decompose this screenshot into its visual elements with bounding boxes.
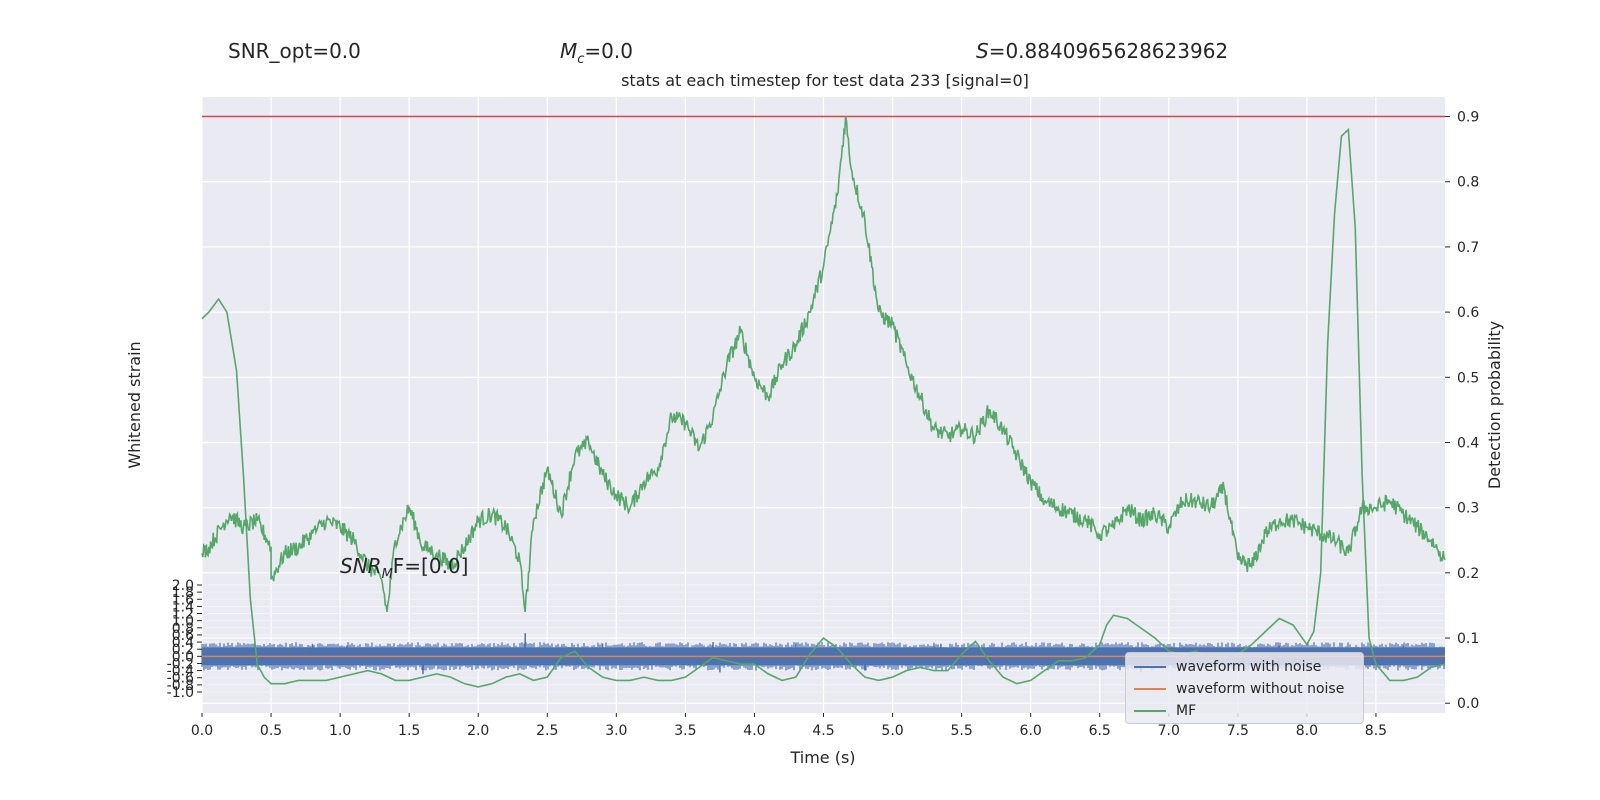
x-tick-label: 3.0 bbox=[605, 723, 627, 739]
strain-y-tick-label: 1.2 bbox=[172, 607, 194, 623]
y-tick-label: 0.6 bbox=[1457, 305, 1479, 321]
snr-mf-annotation: SNRMF=[0.0] bbox=[340, 554, 468, 582]
score-symbol: S bbox=[976, 39, 989, 63]
x-tick-label: 2.0 bbox=[467, 723, 489, 739]
x-tick-label: 3.5 bbox=[674, 723, 696, 739]
legend-swatch-clean bbox=[1134, 688, 1166, 690]
strain-y-tick-label: -0.6 bbox=[167, 671, 194, 687]
strain-y-tick-label: 0.2 bbox=[172, 642, 194, 658]
strain-y-tick-label: 1.0 bbox=[172, 614, 194, 630]
legend-label-clean: waveform without noise bbox=[1176, 681, 1345, 697]
strain-y-tick-label: 0.4 bbox=[172, 635, 194, 651]
legend-label-mf: MF bbox=[1176, 703, 1197, 719]
y-tick-label: 0.7 bbox=[1457, 240, 1479, 256]
legend-swatch-mf bbox=[1134, 710, 1166, 712]
x-tick-label: 1.5 bbox=[398, 723, 420, 739]
x-tick-label: 7.0 bbox=[1158, 723, 1180, 739]
strain-y-tick-label: -0.2 bbox=[167, 656, 194, 672]
y-axis-label-right: Detection probability bbox=[1485, 321, 1504, 489]
x-tick-label: 8.5 bbox=[1365, 723, 1387, 739]
y-tick-label: 0.9 bbox=[1457, 110, 1479, 126]
x-tick-label: 4.0 bbox=[743, 723, 765, 739]
legend-item-clean: waveform without noise bbox=[1134, 679, 1344, 699]
x-tick-label: 6.0 bbox=[1020, 723, 1042, 739]
legend-label-noise: waveform with noise bbox=[1176, 659, 1322, 675]
y-tick-label: 0.2 bbox=[1457, 566, 1479, 582]
strain-y-tick-label: 0.6 bbox=[172, 628, 194, 644]
legend: waveform with noise waveform without noi… bbox=[1125, 652, 1364, 724]
y-tick-label: 0.4 bbox=[1457, 435, 1479, 451]
x-tick-label: 5.5 bbox=[950, 723, 972, 739]
x-tick-label: 0.5 bbox=[260, 723, 282, 739]
y-axis-label-left: Whitened strain bbox=[125, 341, 144, 468]
strain-y-tick-label: 0.8 bbox=[172, 621, 194, 637]
y-axis-right: 0.0 0.1 0.2 0.3 0.4 0.5 0.6 0.7 0.8 0.9 bbox=[1445, 110, 1479, 712]
legend-item-mf: MF bbox=[1134, 701, 1196, 721]
x-tick-label: 1.0 bbox=[329, 723, 351, 739]
x-axis-label: Time (s) bbox=[789, 748, 855, 767]
strain-y-tick-label: 1.6 bbox=[172, 592, 194, 608]
strain-y-tick-label: 2.0 bbox=[172, 578, 194, 594]
score-label: S=0.8840965628623962 bbox=[976, 39, 1228, 63]
legend-item-noise: waveform with noise bbox=[1134, 657, 1321, 677]
y-tick-label: 0.5 bbox=[1457, 370, 1479, 386]
strain-y-tick-label: 0.0 bbox=[172, 649, 194, 665]
y-tick-label: 0.0 bbox=[1457, 696, 1479, 712]
strain-y-tick-label: -0.4 bbox=[167, 664, 194, 680]
snr-opt-label: SNR_opt=0.0 bbox=[228, 39, 361, 63]
y-tick-label: 0.1 bbox=[1457, 631, 1479, 647]
x-tick-label: 0.0 bbox=[191, 723, 213, 739]
detection-probability-line bbox=[201, 116, 1446, 613]
chirp-mass-subscript: c bbox=[577, 52, 585, 67]
y-tick-label: 0.8 bbox=[1457, 175, 1479, 191]
x-tick-label: 6.5 bbox=[1089, 723, 1111, 739]
x-tick-label: 8.0 bbox=[1296, 723, 1318, 739]
mf-line bbox=[201, 127, 1446, 688]
probability-plot bbox=[201, 115, 1446, 688]
strain-y-tick-label: 1.8 bbox=[172, 585, 194, 601]
y-tick-label: 0.3 bbox=[1457, 501, 1479, 517]
x-tick-label: 5.0 bbox=[881, 723, 903, 739]
chart-title: stats at each timestep for test data 233… bbox=[621, 71, 1029, 90]
strain-y-tick-label: -1.0 bbox=[167, 685, 194, 701]
x-tick-label: 2.5 bbox=[536, 723, 558, 739]
y-axis-left: -1.0-0.8-0.6-0.4-0.20.00.20.40.60.81.01.… bbox=[167, 578, 202, 701]
strain-y-tick-label: -0.8 bbox=[167, 678, 194, 694]
x-tick-label: 7.5 bbox=[1227, 723, 1249, 739]
chirp-mass-label: Mc=0.0 bbox=[560, 39, 633, 67]
score-value: =0.8840965628623962 bbox=[988, 39, 1229, 63]
chirp-mass-value: =0.0 bbox=[584, 39, 633, 63]
x-tick-label: 4.5 bbox=[812, 723, 834, 739]
chirp-mass-symbol: M bbox=[560, 39, 578, 63]
strain-y-tick-label: 1.4 bbox=[172, 599, 194, 615]
x-axis: 0.0 0.5 1.0 1.5 2.0 2.5 3.0 3.5 4.0 4.5 5.0 5.5 6.0 6… bbox=[191, 713, 1387, 739]
legend-swatch-noise bbox=[1134, 666, 1166, 668]
